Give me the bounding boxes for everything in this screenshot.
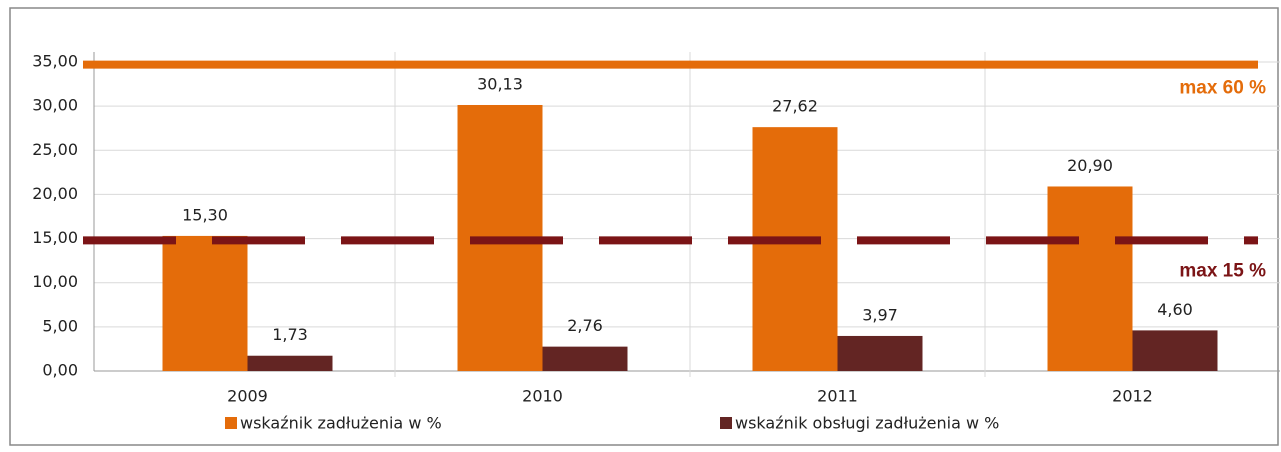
chart-frame	[9, 7, 1279, 446]
x-tick-label: 2009	[227, 387, 268, 406]
y-tick-label: 20,00	[32, 184, 78, 203]
y-tick-label: 0,00	[42, 361, 78, 380]
legend-swatch	[225, 417, 237, 429]
value-label: 15,30	[182, 205, 228, 224]
value-label: 2,76	[567, 316, 603, 335]
value-label: 3,97	[862, 305, 898, 324]
y-tick-label: 10,00	[32, 272, 78, 291]
y-tick-label: 5,00	[42, 316, 78, 335]
legend-swatch	[720, 417, 732, 429]
bar	[837, 335, 923, 371]
y-tick-label: 25,00	[32, 140, 78, 159]
bar	[542, 346, 628, 371]
x-tick-label: 2011	[817, 387, 858, 406]
value-label: 4,60	[1157, 300, 1193, 319]
bar	[1047, 186, 1133, 371]
x-tick-label: 2010	[522, 387, 563, 406]
bar	[1132, 330, 1218, 371]
bar	[752, 127, 838, 372]
bar	[162, 235, 248, 371]
y-tick-label: 35,00	[32, 52, 78, 71]
value-label: 20,90	[1067, 156, 1113, 175]
value-label: 27,62	[772, 97, 818, 116]
y-tick-label: 30,00	[32, 96, 78, 115]
reference-label: max 60 %	[1179, 78, 1266, 99]
reference-label: max 15 %	[1179, 260, 1266, 281]
value-label: 30,13	[477, 74, 523, 93]
legend-label: wskaźnik zadłużenia w %	[240, 414, 442, 433]
legend-label: wskaźnik obsługi zadłużenia w %	[735, 414, 999, 433]
value-label: 1,73	[272, 325, 308, 344]
x-tick-label: 2012	[1112, 387, 1153, 406]
y-tick-label: 15,00	[32, 228, 78, 247]
bar	[247, 355, 333, 371]
